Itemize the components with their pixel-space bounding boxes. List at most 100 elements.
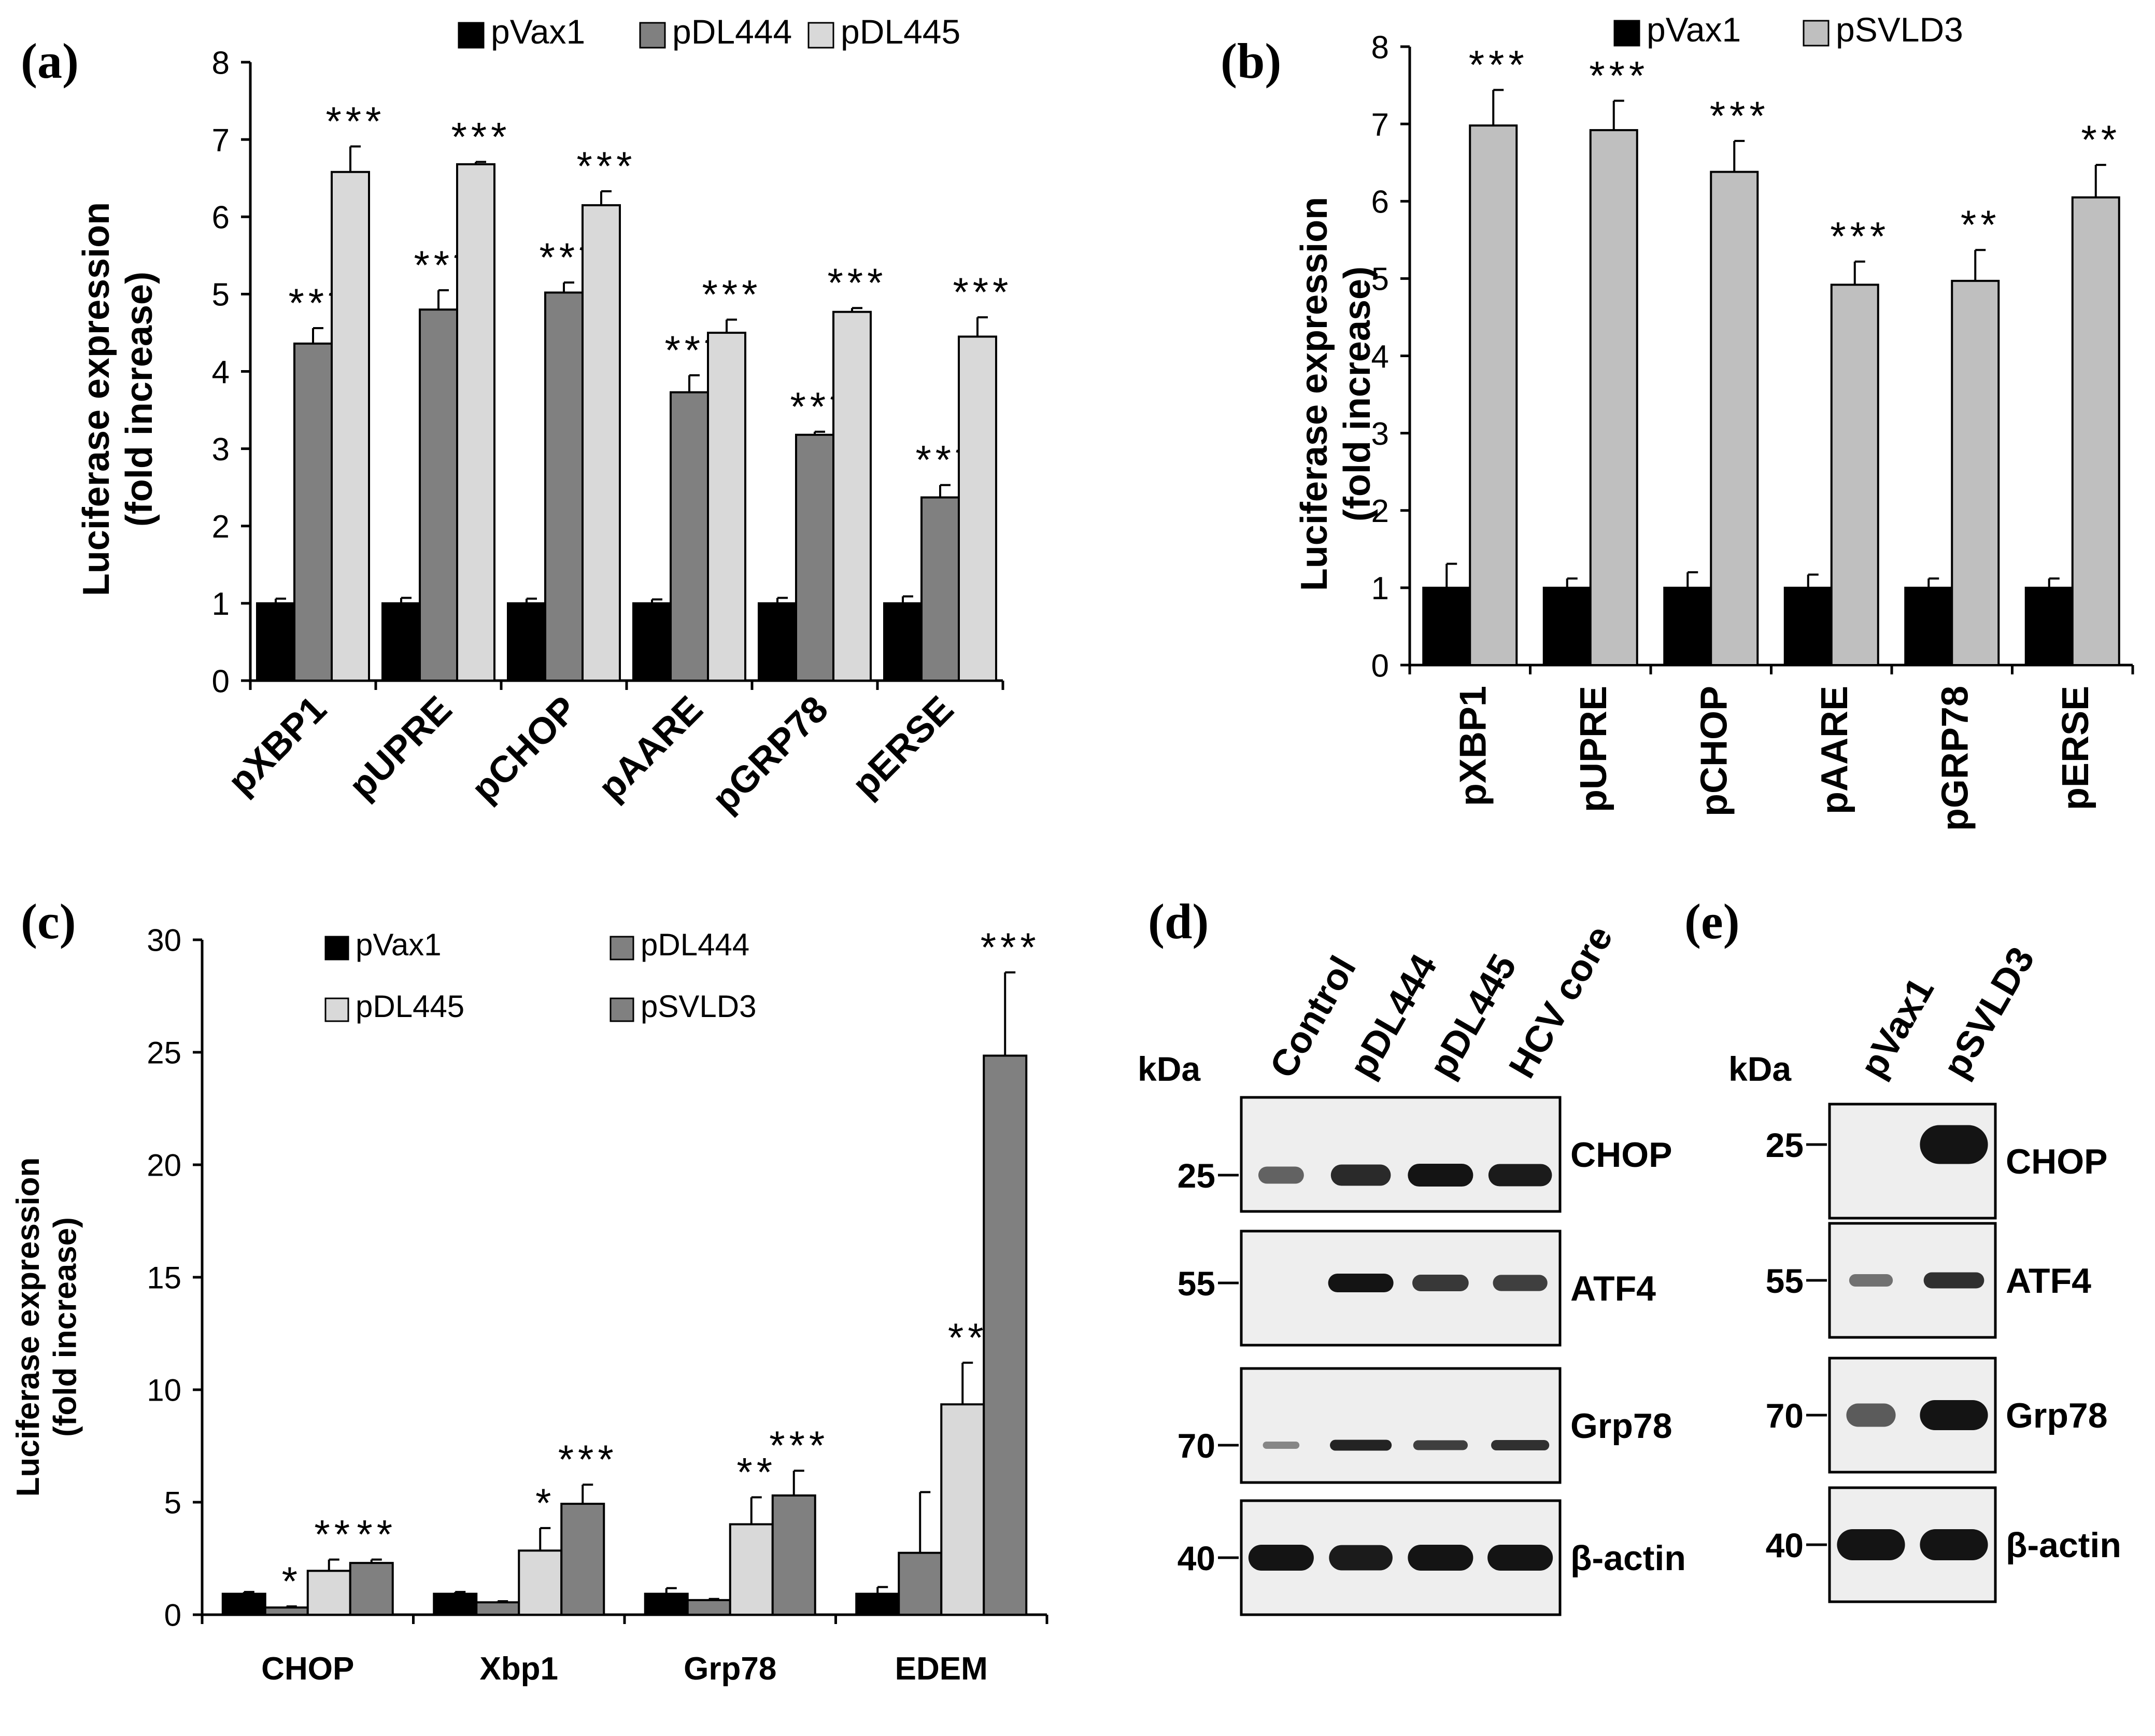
legend-label: pDL444 [641,927,749,962]
blot-frame [1240,1367,1562,1484]
bar-pvax1-edem [855,1592,900,1616]
kda-label: kDa [1138,1050,1201,1088]
legend-label: pVax1 [356,927,442,962]
bar-pvax1-perse [2024,586,2074,666]
category-label: pERSE [2055,686,2096,810]
band [1408,1545,1473,1571]
significance-label: * [535,1480,555,1526]
y-tick-label: 3 [212,432,230,468]
significance-label: *** [827,260,887,305]
legend-swatch [458,22,485,49]
y-tick-label: 0 [212,664,230,699]
y-tick-label: 0 [1371,648,1389,684]
category-label: pXBP1 [220,688,335,803]
bar-pdl444-pchop [544,291,584,682]
bar-pvax1-pgrp78 [1904,586,1953,666]
band [1493,1275,1548,1291]
y-axis-label: Luciferase expression [76,202,117,596]
band [1330,1164,1391,1186]
bar-pdl445-paare [707,331,746,682]
protein-label: CHOP [1570,1135,1672,1175]
category-label: pXBP1 [1452,686,1494,806]
significance-label: *** [451,114,511,159]
y-tick-label: 5 [164,1486,181,1520]
bar-pdl444-xbp1 [475,1601,520,1616]
figure-root: (a)Luciferase expression (fold increase)0… [10,10,2134,1687]
legend-swatch [609,936,634,961]
significance-label: *** [558,1436,618,1482]
bar-psvld3-pxbp1 [1469,124,1518,666]
bar-psvld3-grp78 [771,1494,816,1616]
y-axis-label: (fold increase) [119,272,160,527]
y-axis-label: (fold increase) [1337,266,1378,521]
bar-pdl445-perse [958,335,997,682]
bar-pdl445-chop [306,1570,351,1616]
band [1846,1403,1896,1427]
legend-label: pVax1 [491,12,585,51]
band [1487,1545,1553,1571]
band [1408,1164,1473,1187]
legend-swatch [1803,20,1830,47]
band [1328,1274,1394,1292]
marker-label: 40 [1766,1526,1804,1564]
kda-label: kDa [1728,1050,1792,1088]
panel-c-chart: (c) Luciferase expression (fold increase) 0… [10,894,1048,1687]
bar-pvax1-perse [883,602,923,682]
bar-psvld3-xbp1 [560,1503,605,1616]
marker-label: 55 [1766,1262,1804,1300]
legend-swatch [324,936,349,961]
category-label: pERSE [844,688,961,806]
significance-label: *** [769,1422,829,1468]
bar-pvax1-pgrp78 [758,602,797,682]
category-label: Xbp1 [479,1651,558,1687]
y-tick-label: 4 [212,355,230,390]
category-label: pGRP78 [1934,686,1976,831]
bar-pdl444-pgrp78 [795,433,834,682]
band [1837,1529,1905,1560]
legend-swatch [1613,20,1640,47]
band [1258,1166,1304,1184]
marker-label: 40 [1178,1539,1215,1577]
y-tick-label: 15 [147,1261,181,1295]
bar-pvax1-grp78 [644,1592,689,1616]
protein-label: β-actin [2006,1526,2121,1565]
significance-label: ** [1961,202,2001,247]
y-tick-label: 10 [147,1373,181,1408]
bar-pdl444-pupre [419,308,458,682]
significance-label: ** [948,1315,988,1360]
category-label: pGRP78 [704,688,837,821]
bar-psvld3-pgrp78 [1951,279,2000,666]
category-label: pUPRE [341,688,460,807]
bar-pdl444-pxbp1 [293,342,333,682]
band [1920,1125,1988,1164]
y-tick-label: 3 [1371,416,1389,452]
band [1491,1439,1550,1451]
category-label: pUPRE [1573,686,1614,812]
significance-label: *** [576,143,636,189]
marker-label: 70 [1178,1427,1215,1465]
bar-psvld3-edem [983,1054,1028,1616]
bar-pdl445-pchop [582,204,621,682]
y-tick-label: 25 [147,1036,181,1070]
significance-label: *** [953,269,1012,315]
significance-label: ** [2081,117,2121,162]
band [1412,1275,1469,1291]
y-tick-label: 1 [212,586,230,622]
panel-a-chart: (a) Luciferase expression (fold increase) 0… [21,12,1012,821]
band [1329,1545,1393,1571]
legend-label: pDL445 [841,12,960,51]
y-tick-label: 7 [212,122,230,158]
significance-label: * [282,1558,302,1604]
legend-label: pDL445 [356,989,464,1024]
bar-pdl444-edem [898,1551,943,1616]
band [1488,1164,1552,1187]
significance-label: ** [736,1449,776,1494]
bar-pdl444-grp78 [686,1599,731,1616]
legend-label: pSVLD3 [641,989,756,1024]
y-axis-label: Luciferase expression [10,1158,46,1497]
bar-pvax1-paare [1783,586,1833,666]
bar-pvax1-chop [221,1592,266,1616]
y-tick-label: 8 [1371,30,1389,65]
y-tick-label: 4 [1371,339,1389,375]
